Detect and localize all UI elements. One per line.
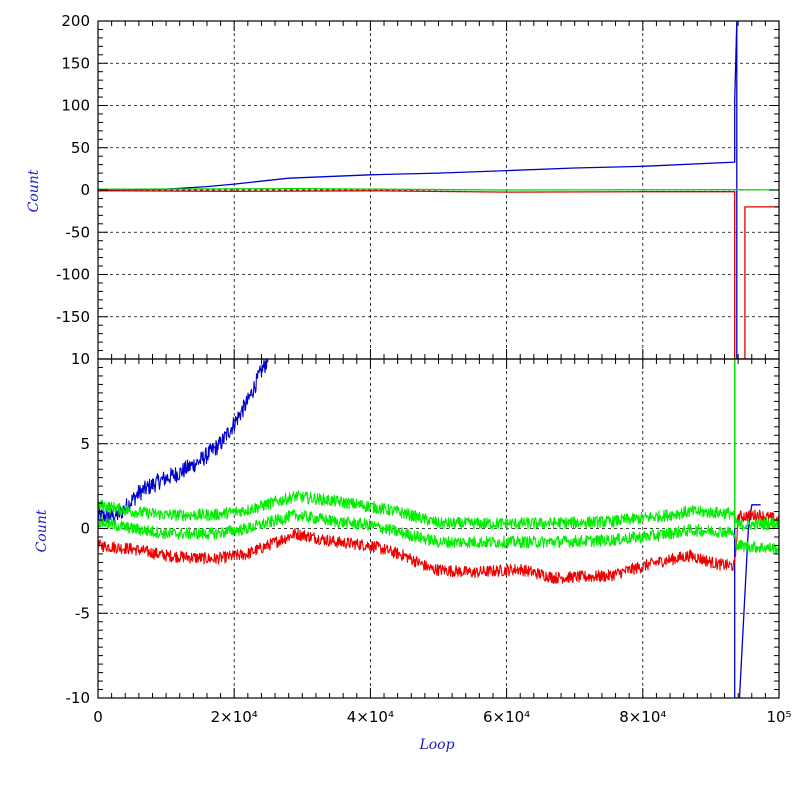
series-group — [98, 359, 779, 698]
y-tick-label: 10 — [71, 350, 90, 368]
x-tick-label: 8×10⁴ — [619, 708, 666, 726]
y-tick-label: 100 — [61, 97, 90, 115]
series-line-0 — [98, 21, 738, 359]
top-y-axis-label: Count — [26, 169, 42, 212]
series-line-1 — [734, 359, 761, 698]
x-tick-label: 4×10⁴ — [347, 708, 394, 726]
x-tick-label: 0 — [93, 708, 103, 726]
series-group — [98, 21, 779, 359]
y-tick-label: -100 — [56, 266, 90, 284]
y-tick-label: 0 — [80, 520, 90, 538]
y-tick-label: -5 — [75, 604, 90, 622]
y-tick-label: 0 — [80, 181, 90, 199]
y-tick-label: 50 — [71, 139, 90, 157]
y-tick-label: 200 — [61, 12, 90, 30]
x-tick-label: 6×10⁴ — [483, 708, 530, 726]
series-line-3 — [98, 490, 779, 532]
series-line-4 — [98, 509, 779, 555]
y-tick-label: 150 — [61, 54, 90, 72]
y-tick-label: -50 — [66, 223, 91, 241]
y-tick-label: -10 — [66, 689, 91, 707]
x-tick-label: 2×10⁴ — [211, 708, 258, 726]
series-line-1 — [98, 190, 779, 359]
bottom-y-axis-label: Count — [34, 509, 50, 552]
series-line-2 — [98, 509, 779, 584]
top-panel: 200 150 100 50 0 -50 -100 -150 — [56, 12, 780, 360]
y-tick-label: 5 — [80, 435, 90, 453]
y-tick-label: -150 — [56, 308, 90, 326]
x-tick-label: 10⁵ — [766, 708, 791, 726]
series-line-2 — [98, 188, 779, 191]
series-line-0 — [98, 359, 269, 523]
x-axis-label: Loop — [418, 737, 454, 753]
